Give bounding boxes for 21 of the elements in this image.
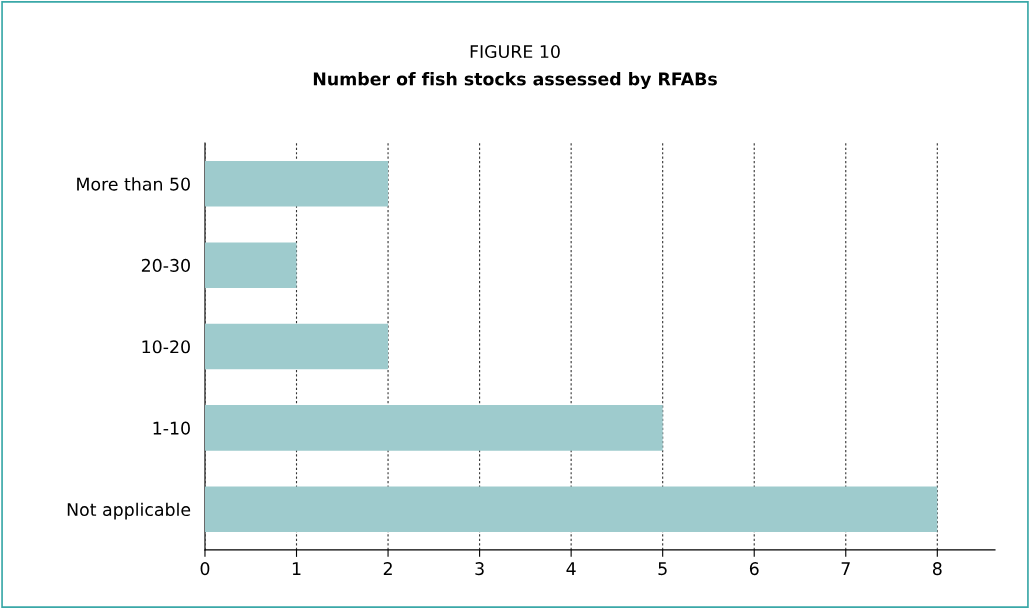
- y-tick-label: 1-10: [153, 421, 190, 435]
- x-tick-label: 3: [475, 562, 484, 576]
- x-tick-label: 7: [841, 562, 850, 575]
- y-tick-label: 10-20: [142, 340, 190, 354]
- chart-subtitle: Number of fish stocks assessed by RFABs: [313, 72, 717, 90]
- x-tick-label: 2: [383, 562, 392, 575]
- bar: [204, 161, 389, 207]
- x-tick-label: 1: [292, 562, 301, 575]
- chart-title: FIGURE 10: [470, 44, 560, 59]
- bar: [204, 242, 297, 288]
- x-tick-label: 0: [200, 562, 210, 576]
- y-tick-label: Not applicable: [67, 502, 191, 520]
- y-tick-label: 20-30: [141, 258, 190, 272]
- x-tick-label: 4: [566, 562, 576, 575]
- x-tick-label: 5: [658, 562, 667, 576]
- bar: [204, 486, 938, 533]
- x-tick-label: 8: [932, 562, 942, 576]
- bar: [204, 405, 663, 451]
- bar: [204, 323, 389, 370]
- x-tick-label: 6: [749, 562, 759, 576]
- y-tick-label: More than 50: [77, 177, 190, 191]
